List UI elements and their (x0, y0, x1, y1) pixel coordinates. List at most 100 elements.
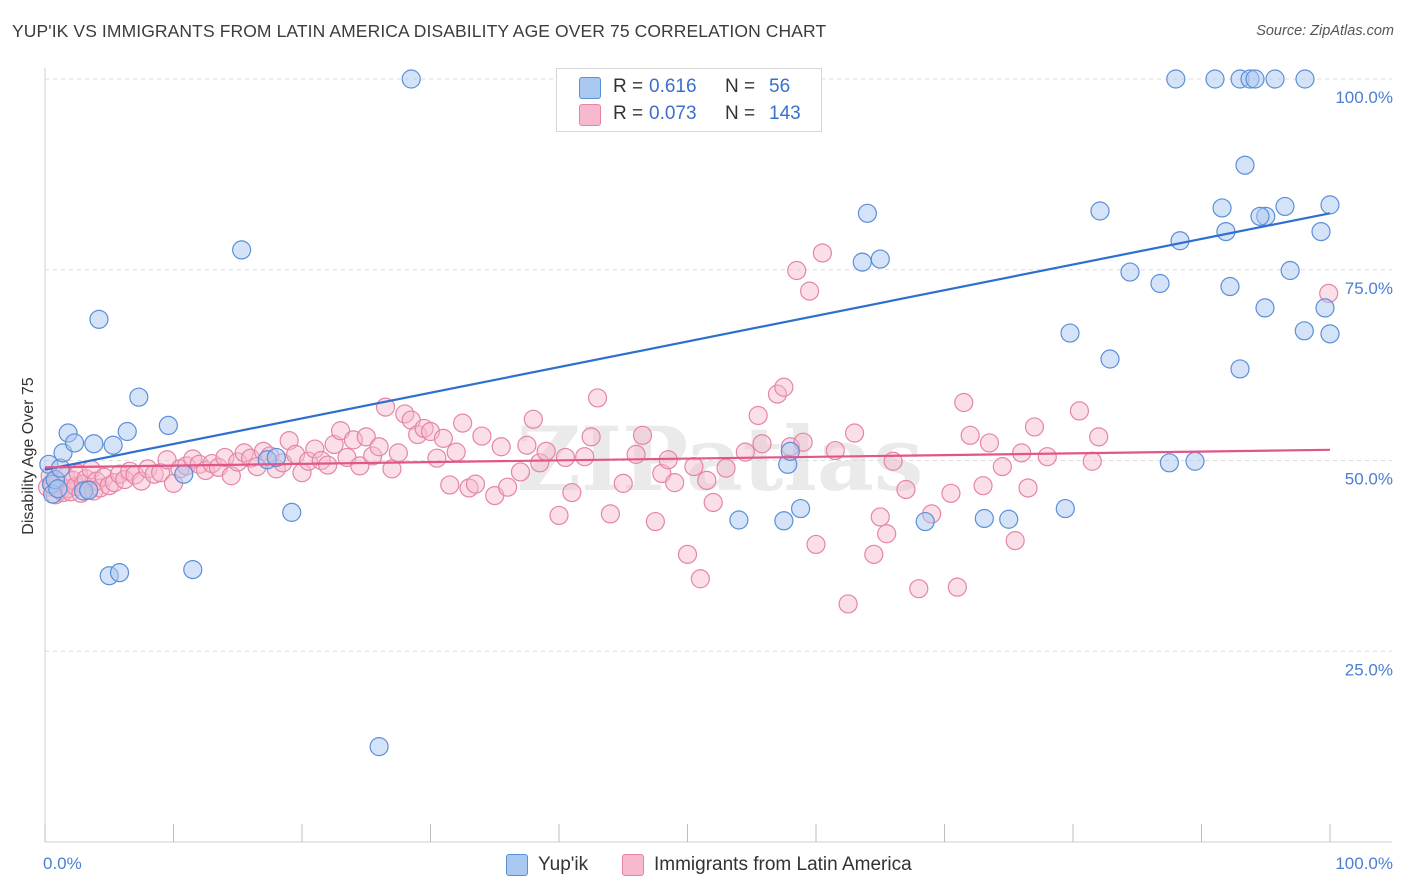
data-point-yupik (780, 441, 800, 461)
data-point-yupik (1250, 206, 1270, 226)
data-point-yupik (1055, 498, 1075, 519)
data-point-latin-america (536, 441, 556, 461)
data-point-latin-america (318, 455, 338, 475)
data-point-yupik (1311, 222, 1331, 242)
legend-r-label: R = (613, 103, 644, 124)
tick-labels: 100.0% 75.0% 50.0% 25.0% 0.0% 100.0% (43, 88, 1393, 873)
data-point-yupik (1212, 198, 1232, 218)
data-point-yupik (89, 309, 109, 329)
data-point-latin-america (1082, 451, 1102, 471)
data-point-latin-america (1005, 531, 1025, 551)
chart-title: YUP'IK VS IMMIGRANTS FROM LATIN AMERICA … (12, 21, 827, 41)
data-point-latin-america (960, 425, 980, 445)
data-point-yupik (1185, 451, 1205, 471)
data-point-latin-america (530, 453, 550, 473)
data-point-yupik (103, 435, 123, 455)
data-point-yupik (64, 433, 85, 453)
data-point-latin-america (446, 442, 466, 462)
data-point-yupik (1060, 323, 1080, 343)
data-point-yupik (915, 511, 935, 532)
data-point-latin-america (954, 392, 974, 413)
data-point-latin-america (388, 443, 408, 463)
data-point-latin-america (581, 427, 601, 447)
data-point-latin-america (491, 437, 511, 457)
data-point-latin-america (703, 492, 723, 513)
data-point-latin-america (799, 281, 820, 301)
legend-n-label: N = (725, 103, 756, 124)
data-point-latin-america (1069, 401, 1090, 421)
data-point-latin-america (1018, 478, 1038, 498)
data-point-yupik (870, 249, 890, 269)
x-tick-label: 0.0% (43, 854, 82, 873)
data-point-latin-america (1089, 427, 1109, 447)
data-point-latin-america (690, 569, 710, 589)
legend-item-yupik: Yup'ik (506, 852, 588, 878)
data-point-latin-america (626, 444, 646, 464)
trend-line-latin-america (44, 448, 1331, 469)
data-point-yupik (1320, 324, 1340, 344)
legend-swatch-latin-america (579, 104, 601, 126)
legend-swatch-latin-america (622, 854, 644, 876)
data-point-latin-america (587, 388, 608, 408)
legend-label-yupik: Yup'ik (538, 854, 589, 875)
data-point-yupik (774, 511, 794, 531)
data-point-latin-america (1037, 447, 1057, 467)
data-point-latin-america (234, 443, 254, 463)
data-point-latin-america (896, 479, 916, 500)
data-point-yupik (1216, 222, 1236, 242)
data-point-latin-america (555, 447, 576, 468)
data-point-latin-america (716, 458, 736, 478)
data-point-latin-america (947, 577, 967, 597)
data-point-yupik (852, 252, 872, 272)
data-point-latin-america (684, 457, 704, 477)
data-point-latin-america (1024, 417, 1045, 437)
legend-n-label: N = (725, 76, 756, 97)
data-point-latin-america (645, 511, 665, 532)
y-tick-label: 100.0% (1335, 88, 1393, 107)
data-point-yupik (282, 502, 302, 522)
legend-r-value: 0.616 (649, 76, 697, 97)
data-point-latin-america (812, 243, 833, 263)
legend-r-value: 0.073 (649, 103, 697, 124)
data-point-yupik (79, 480, 99, 500)
data-point-yupik (109, 563, 130, 583)
data-point-latin-america (138, 459, 158, 479)
data-point-yupik (1265, 69, 1285, 89)
data-point-latin-america (562, 482, 582, 503)
trend-lines (44, 212, 1331, 471)
data-point-yupik (729, 510, 749, 530)
data-point-yupik (1315, 298, 1335, 318)
data-point-yupik (1245, 69, 1265, 89)
stats-legend: R = 0.616 N = 56 R = 0.073 N = 143 (556, 68, 822, 132)
data-point-latin-america (183, 449, 203, 469)
data-point-yupik (129, 387, 149, 407)
data-point-latin-america (453, 413, 473, 433)
data-point-yupik (999, 509, 1019, 529)
data-point-latin-america (350, 456, 370, 476)
y-tick-label: 50.0% (1345, 470, 1393, 489)
data-point-latin-america (613, 473, 633, 493)
data-point-latin-america (549, 505, 569, 526)
data-point-yupik (84, 434, 104, 454)
legend-n-value: 56 (769, 76, 791, 97)
data-point-latin-america (909, 579, 929, 599)
data-point-latin-america (973, 476, 993, 496)
data-point-latin-america (427, 448, 447, 468)
legend-n-value: 143 (769, 103, 801, 124)
data-point-latin-america (838, 594, 858, 614)
data-point-yupik (232, 240, 252, 260)
data-point-yupik (48, 479, 68, 499)
data-point-yupik (1166, 69, 1186, 89)
legend-r-label: R = (613, 76, 644, 97)
series-yupik-points (39, 69, 1340, 757)
y-axis-label: Disability Age Over 75 (20, 377, 37, 535)
data-point-latin-america (677, 544, 698, 564)
data-point-latin-america (665, 473, 685, 493)
data-point-latin-america (844, 423, 865, 443)
data-point-latin-america (517, 435, 537, 455)
legend-label-latin-america: Immigrants from Latin America (654, 854, 912, 875)
data-point-latin-america (752, 434, 772, 454)
data-point-latin-america (735, 442, 755, 462)
data-point-latin-america (498, 477, 518, 497)
